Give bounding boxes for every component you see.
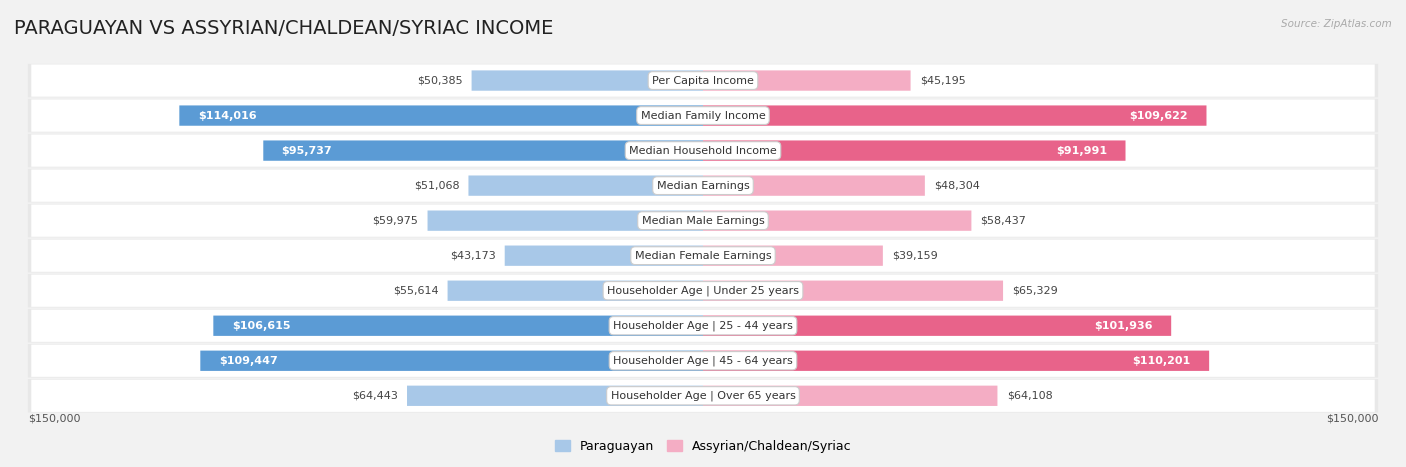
- Text: $55,614: $55,614: [392, 286, 439, 296]
- FancyBboxPatch shape: [263, 141, 703, 161]
- Text: $65,329: $65,329: [1012, 286, 1057, 296]
- Text: $101,936: $101,936: [1094, 321, 1153, 331]
- Text: $150,000: $150,000: [1326, 414, 1378, 424]
- FancyBboxPatch shape: [31, 310, 1375, 342]
- FancyBboxPatch shape: [703, 176, 925, 196]
- FancyBboxPatch shape: [28, 64, 1378, 97]
- Text: Per Capita Income: Per Capita Income: [652, 76, 754, 85]
- Text: $51,068: $51,068: [413, 181, 460, 191]
- FancyBboxPatch shape: [703, 281, 1002, 301]
- FancyBboxPatch shape: [214, 316, 703, 336]
- FancyBboxPatch shape: [31, 205, 1375, 237]
- Text: Source: ZipAtlas.com: Source: ZipAtlas.com: [1281, 19, 1392, 28]
- Text: PARAGUAYAN VS ASSYRIAN/CHALDEAN/SYRIAC INCOME: PARAGUAYAN VS ASSYRIAN/CHALDEAN/SYRIAC I…: [14, 19, 554, 38]
- Text: Median Household Income: Median Household Income: [628, 146, 778, 156]
- FancyBboxPatch shape: [468, 176, 703, 196]
- FancyBboxPatch shape: [31, 64, 1375, 97]
- Text: Householder Age | Under 25 years: Householder Age | Under 25 years: [607, 285, 799, 296]
- FancyBboxPatch shape: [200, 351, 703, 371]
- FancyBboxPatch shape: [505, 246, 703, 266]
- Text: Median Earnings: Median Earnings: [657, 181, 749, 191]
- Text: $39,159: $39,159: [891, 251, 938, 261]
- Text: $59,975: $59,975: [373, 216, 419, 226]
- FancyBboxPatch shape: [703, 246, 883, 266]
- Text: $110,201: $110,201: [1132, 356, 1191, 366]
- FancyBboxPatch shape: [28, 379, 1378, 412]
- FancyBboxPatch shape: [703, 211, 972, 231]
- Text: $58,437: $58,437: [980, 216, 1026, 226]
- FancyBboxPatch shape: [703, 386, 997, 406]
- FancyBboxPatch shape: [31, 240, 1375, 272]
- FancyBboxPatch shape: [31, 380, 1375, 412]
- FancyBboxPatch shape: [180, 106, 703, 126]
- FancyBboxPatch shape: [31, 345, 1375, 377]
- FancyBboxPatch shape: [703, 106, 1206, 126]
- Text: $48,304: $48,304: [934, 181, 980, 191]
- FancyBboxPatch shape: [447, 281, 703, 301]
- FancyBboxPatch shape: [28, 204, 1378, 237]
- Text: $109,622: $109,622: [1129, 111, 1188, 120]
- FancyBboxPatch shape: [703, 316, 1171, 336]
- Text: Median Family Income: Median Family Income: [641, 111, 765, 120]
- FancyBboxPatch shape: [28, 169, 1378, 202]
- Text: $114,016: $114,016: [198, 111, 256, 120]
- Text: $95,737: $95,737: [281, 146, 332, 156]
- Text: Householder Age | 45 - 64 years: Householder Age | 45 - 64 years: [613, 355, 793, 366]
- Text: Median Male Earnings: Median Male Earnings: [641, 216, 765, 226]
- Text: Median Female Earnings: Median Female Earnings: [634, 251, 772, 261]
- Text: Householder Age | Over 65 years: Householder Age | Over 65 years: [610, 390, 796, 401]
- FancyBboxPatch shape: [406, 386, 703, 406]
- FancyBboxPatch shape: [31, 275, 1375, 307]
- Text: $43,173: $43,173: [450, 251, 495, 261]
- Legend: Paraguayan, Assyrian/Chaldean/Syriac: Paraguayan, Assyrian/Chaldean/Syriac: [550, 435, 856, 458]
- Text: $64,108: $64,108: [1007, 391, 1052, 401]
- FancyBboxPatch shape: [427, 211, 703, 231]
- FancyBboxPatch shape: [703, 141, 1126, 161]
- FancyBboxPatch shape: [28, 344, 1378, 377]
- FancyBboxPatch shape: [471, 71, 703, 91]
- FancyBboxPatch shape: [28, 134, 1378, 167]
- Text: Householder Age | 25 - 44 years: Householder Age | 25 - 44 years: [613, 320, 793, 331]
- FancyBboxPatch shape: [703, 71, 911, 91]
- Text: $106,615: $106,615: [232, 321, 290, 331]
- FancyBboxPatch shape: [28, 239, 1378, 272]
- FancyBboxPatch shape: [31, 134, 1375, 167]
- Text: $50,385: $50,385: [416, 76, 463, 85]
- Text: $91,991: $91,991: [1056, 146, 1107, 156]
- FancyBboxPatch shape: [703, 351, 1209, 371]
- FancyBboxPatch shape: [28, 99, 1378, 132]
- Text: $150,000: $150,000: [28, 414, 80, 424]
- FancyBboxPatch shape: [28, 309, 1378, 342]
- FancyBboxPatch shape: [28, 274, 1378, 307]
- FancyBboxPatch shape: [31, 170, 1375, 202]
- Text: $45,195: $45,195: [920, 76, 966, 85]
- Text: $64,443: $64,443: [352, 391, 398, 401]
- Text: $109,447: $109,447: [219, 356, 277, 366]
- FancyBboxPatch shape: [31, 99, 1375, 132]
